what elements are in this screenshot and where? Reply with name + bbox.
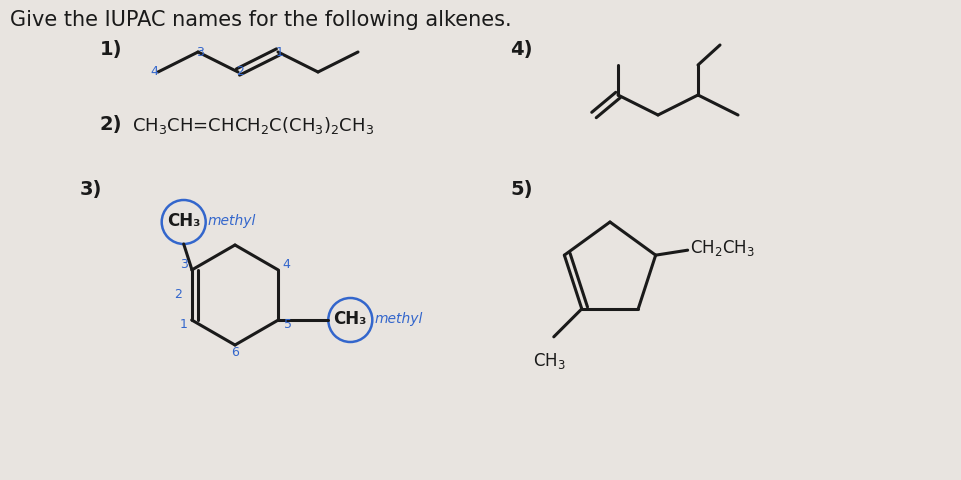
Text: methyl: methyl	[374, 312, 422, 326]
Text: CH$_2$CH$_3$: CH$_2$CH$_3$	[689, 238, 753, 258]
Text: 5): 5)	[509, 180, 532, 199]
Text: CH$_3$CH=CHCH$_2$C(CH$_3$)$_2$CH$_3$: CH$_3$CH=CHCH$_2$C(CH$_3$)$_2$CH$_3$	[132, 115, 374, 136]
Text: 1): 1)	[100, 40, 122, 59]
Text: 4): 4)	[509, 40, 532, 59]
Text: 5: 5	[284, 319, 292, 332]
Text: 4: 4	[283, 259, 290, 272]
Text: 1: 1	[276, 46, 283, 59]
Text: Give the IUPAC names for the following alkenes.: Give the IUPAC names for the following a…	[10, 10, 511, 30]
Text: methyl: methyl	[208, 214, 256, 228]
Text: CH₃: CH₃	[167, 212, 200, 230]
Text: 2): 2)	[100, 115, 122, 134]
Text: CH$_3$: CH$_3$	[532, 351, 566, 371]
Text: 3: 3	[180, 259, 187, 272]
Text: CH₃: CH₃	[333, 310, 366, 328]
Text: 2: 2	[235, 65, 244, 78]
Text: 1: 1	[180, 319, 187, 332]
Text: 2: 2	[174, 288, 182, 301]
Text: 4: 4	[150, 65, 158, 78]
Text: 3): 3)	[80, 180, 102, 199]
Text: 3: 3	[196, 46, 204, 59]
Text: 6: 6	[231, 347, 238, 360]
